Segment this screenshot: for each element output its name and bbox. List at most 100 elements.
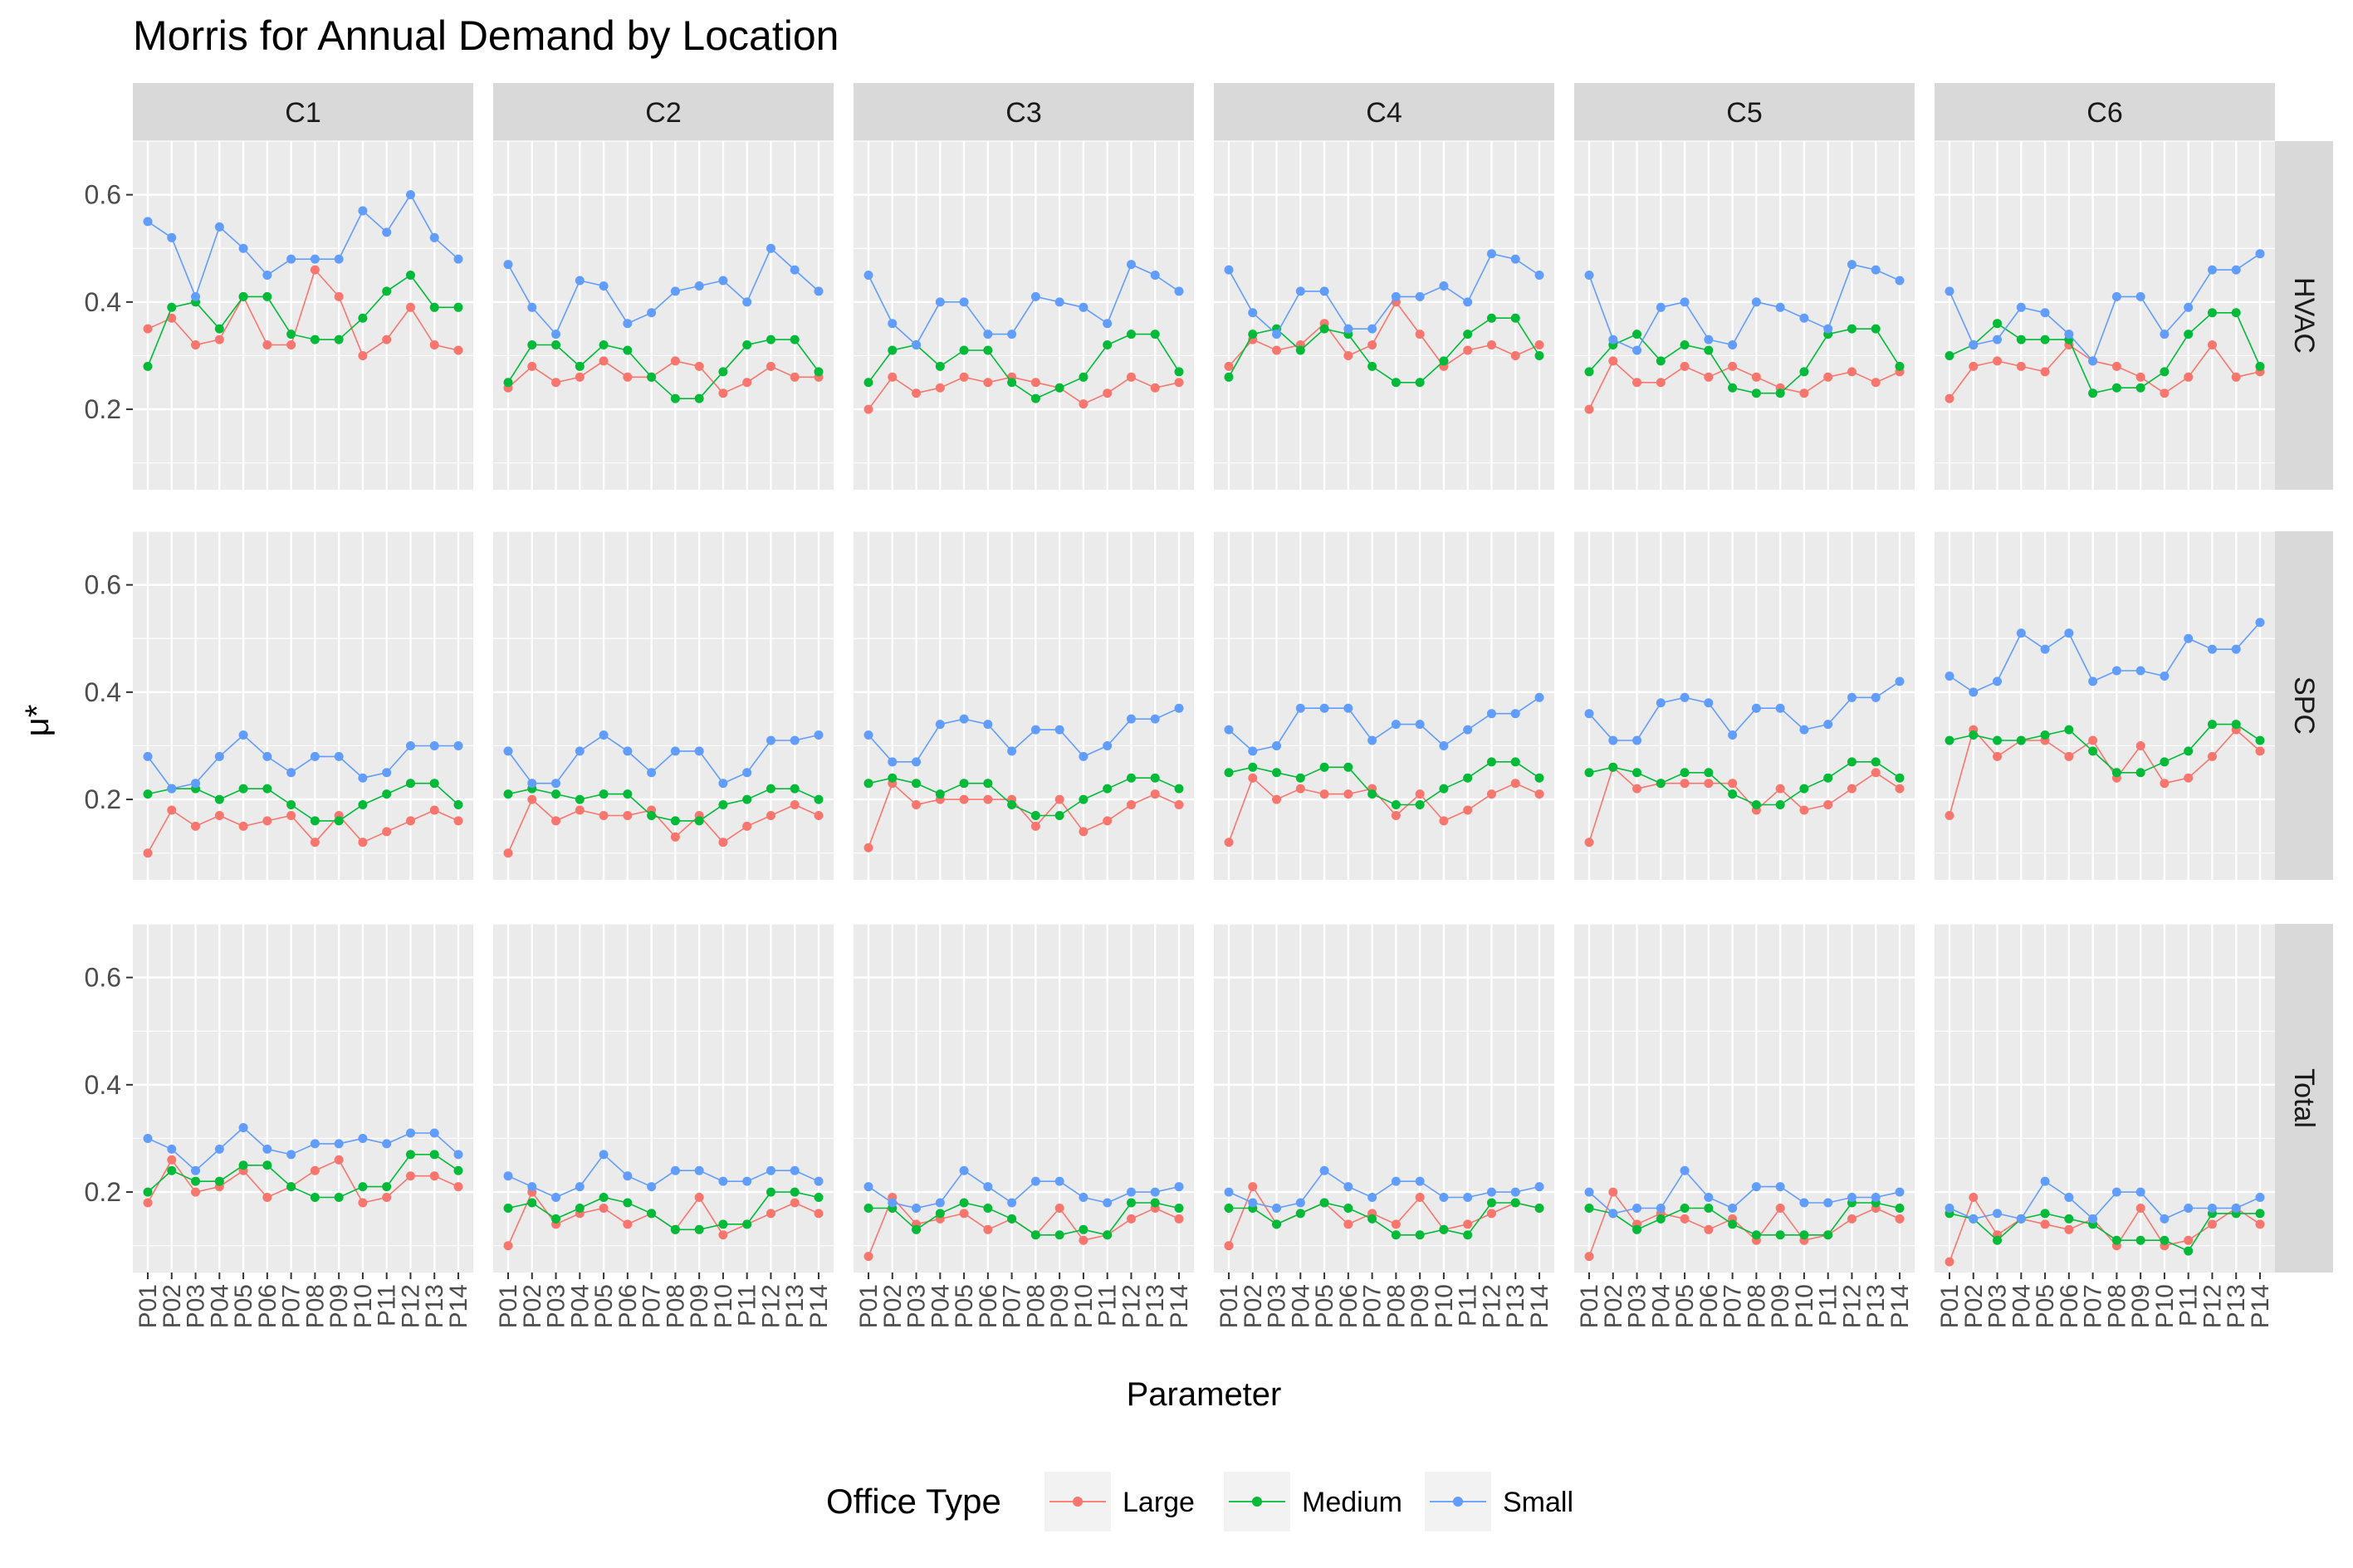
data-point [599, 730, 609, 740]
panel-background [1574, 531, 1915, 880]
data-point [766, 784, 775, 794]
panel-background [854, 531, 1194, 880]
data-point [766, 243, 775, 253]
data-point [310, 1165, 320, 1175]
data-point [1799, 725, 1809, 735]
data-point [1272, 1203, 1282, 1213]
y-tick-label: 0.2 [85, 784, 121, 814]
data-point [1295, 1209, 1305, 1219]
data-point [143, 751, 153, 761]
data-point [1174, 800, 1184, 810]
x-tick-label: P08 [2103, 1284, 2130, 1328]
strip-c2: C2 [493, 83, 834, 141]
x-tick-label: P07 [278, 1284, 306, 1328]
data-point [2088, 1214, 2098, 1224]
x-axis-c6: P01P02P03P04P05P06P07P08P09P10P11P12P13P… [1936, 1272, 2274, 1328]
data-point [959, 1165, 969, 1175]
gridlines [854, 140, 1194, 490]
data-point [1847, 260, 1856, 270]
data-point [647, 768, 657, 778]
data-point [1728, 1203, 1738, 1213]
strip-hvac: HVAC [2275, 141, 2333, 490]
data-point [1895, 784, 1905, 794]
data-point [1150, 773, 1160, 783]
data-point [358, 800, 368, 810]
data-point [1704, 698, 1714, 708]
data-point [1030, 291, 1040, 301]
data-point [1751, 388, 1761, 398]
data-point [1680, 297, 1690, 307]
data-point [1343, 324, 1353, 334]
panel-total-c1 [133, 923, 473, 1272]
chart-title: Morris for Annual Demand by Location [133, 12, 839, 59]
data-point [1895, 361, 1905, 371]
data-point [718, 276, 728, 286]
data-point [1224, 838, 1234, 848]
data-point [1510, 1198, 1520, 1208]
data-point [1534, 692, 1544, 702]
data-point [1103, 319, 1113, 329]
data-point [814, 1209, 824, 1219]
data-point [742, 794, 752, 804]
data-point [1486, 789, 1496, 799]
data-point [1126, 800, 1136, 810]
data-point [1632, 735, 1642, 745]
data-point [1126, 1198, 1136, 1208]
data-point [1054, 1230, 1064, 1240]
data-point [718, 1230, 728, 1240]
series-small [143, 730, 463, 794]
x-tick-label: P13 [781, 1284, 809, 1328]
x-tick-label: P02 [1600, 1284, 1627, 1328]
data-point [2207, 720, 2217, 730]
x-tick-label: P03 [543, 1284, 570, 1328]
data-point [2160, 1214, 2170, 1224]
x-tick-label: P11 [1455, 1284, 1482, 1326]
data-point [1799, 388, 1809, 398]
data-point [551, 330, 561, 339]
series-large [503, 356, 824, 398]
x-tick-label: P11 [1094, 1284, 1122, 1326]
data-point [623, 319, 633, 329]
panel-spc-c6 [1935, 530, 2275, 880]
data-point [670, 286, 680, 296]
data-point [1895, 1187, 1905, 1197]
data-point [983, 794, 993, 804]
data-point [1584, 1252, 1594, 1262]
panel-background [854, 924, 1194, 1272]
y-axis-label: μ* [19, 705, 56, 737]
series-medium [503, 1187, 824, 1234]
series-small [1945, 618, 2265, 697]
panel-background [493, 531, 834, 880]
x-tick-label: P06 [254, 1284, 281, 1328]
data-point [262, 340, 272, 350]
data-point [2040, 1209, 2050, 1219]
data-point [1680, 768, 1690, 778]
x-tick-label: P04 [927, 1284, 954, 1328]
series-line [147, 274, 458, 367]
data-point [2016, 628, 2026, 638]
data-point [742, 340, 752, 350]
data-point [405, 1128, 415, 1138]
x-tick-label: P13 [1862, 1284, 1890, 1328]
data-point [1343, 703, 1353, 713]
data-point [191, 779, 201, 789]
data-point [1799, 367, 1809, 377]
data-point [1728, 361, 1738, 371]
data-point [1656, 356, 1666, 366]
panel-hvac-c4 [1214, 140, 1554, 490]
data-point [1969, 340, 1979, 350]
data-point [1704, 1203, 1714, 1213]
data-point [1415, 800, 1425, 810]
data-point [1126, 714, 1136, 724]
x-tick-label: P07 [1720, 1284, 1747, 1328]
data-point [214, 222, 224, 232]
data-point [814, 1193, 824, 1203]
data-point [742, 768, 752, 778]
data-point [1823, 1198, 1833, 1208]
data-point [1993, 1235, 2003, 1245]
data-point [1823, 1230, 1833, 1240]
data-point [1463, 1230, 1473, 1240]
series-line [147, 734, 458, 790]
data-point [310, 254, 320, 264]
data-point [1775, 1230, 1785, 1240]
